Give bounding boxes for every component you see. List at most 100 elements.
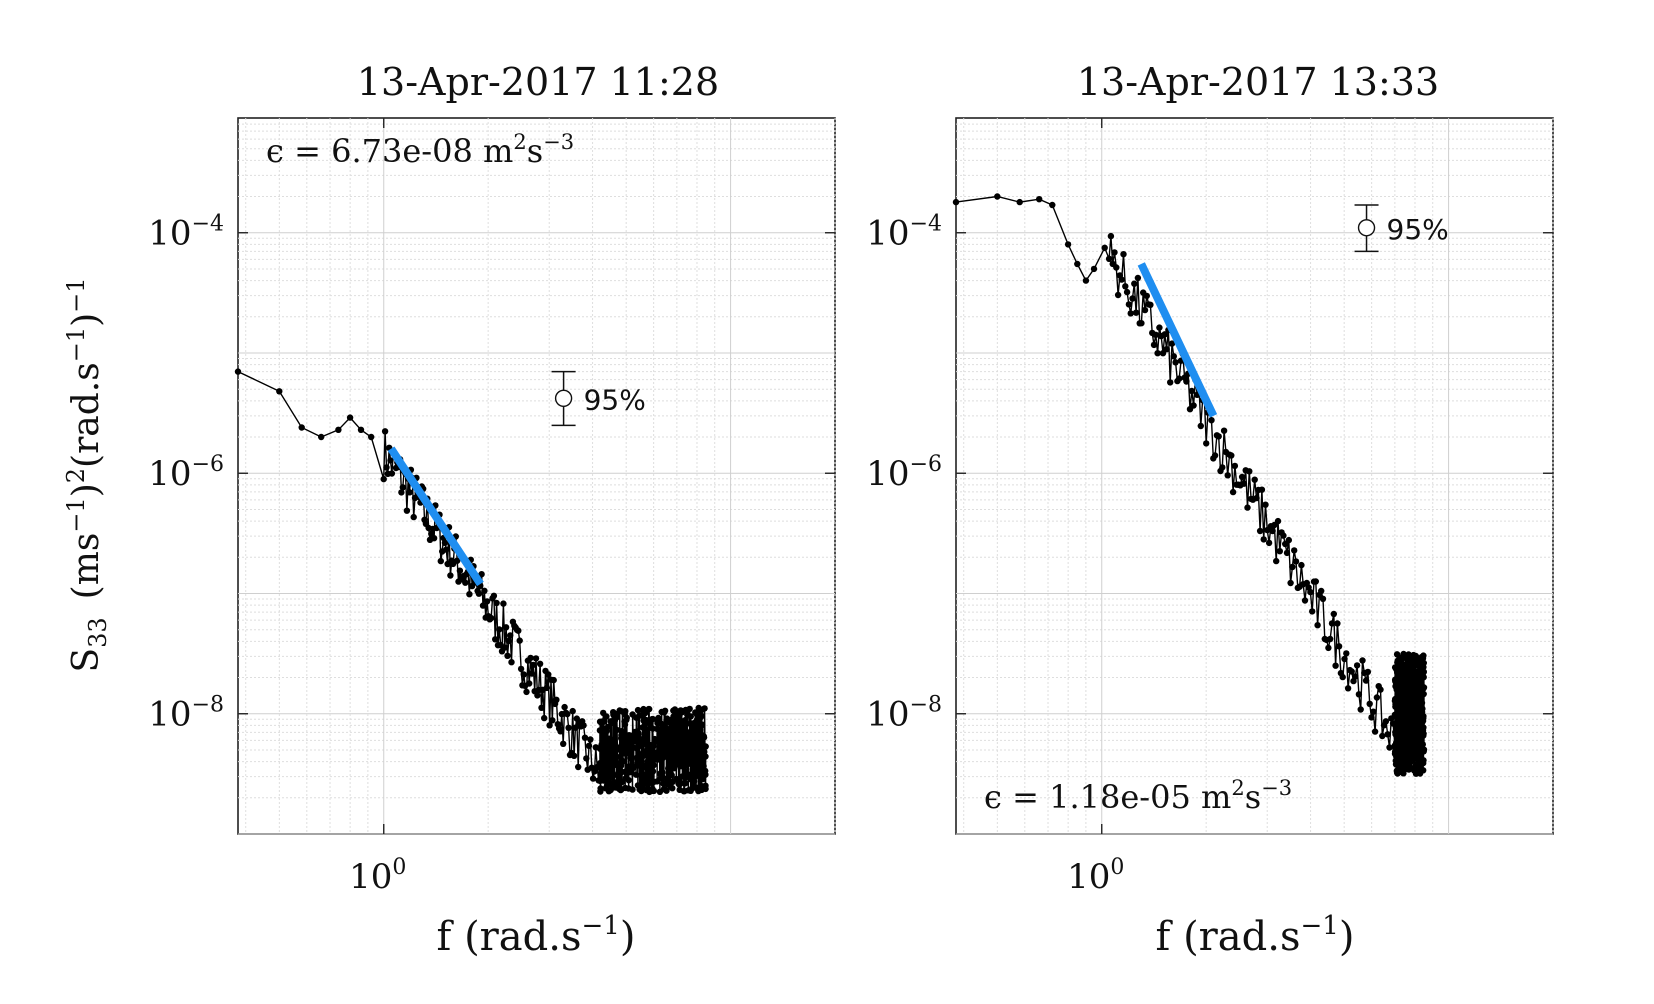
panel-2-x-axis-label: f (rad.s−1) [1156,911,1355,960]
panel-2-spectrum-point [1141,306,1149,314]
panel-1-spectrum-point [528,670,536,677]
panel-2-spectrum-point [1114,291,1122,299]
panel-2-spectrum-point [1292,558,1300,565]
panel-1-spectrum-point [437,557,444,565]
panel-1-x-axis-label: f (rad.s−1) [437,911,636,960]
panel-1-y-tick-label: 10−4 [148,212,224,254]
panel-2-spectrum-point [1203,440,1210,447]
panel-1-spectrum-point [702,743,709,750]
y-axis-label-rest2: ) [66,483,107,497]
y-axis-label: S33(ms−1)2(rad.s−1)−1 [62,277,112,672]
panel-2-spectrum-point [1105,255,1113,262]
panel-2-ticks: 10−4 10−6 10−8 100 [866,118,1553,897]
panel-2-spectrum-point [1269,527,1276,535]
panel-2-spectrum-point [1253,494,1260,502]
panel-1-spectrum-point [560,740,567,747]
panel-2-spectrum-point [1403,715,1410,722]
panel-2-spectrum-point [1348,668,1355,675]
panel-2-spectrum-point [1373,694,1381,701]
panel-2-spectrum-point [1251,476,1258,483]
panel-1-spectrum-point [430,535,438,542]
panel-2-spectrum-point [1122,283,1129,290]
panel-1-spectrum-point [635,730,642,737]
panel-2-spectrum-point [1190,402,1197,409]
panel-1-spectrum-point [580,722,587,729]
panel-1-spectrum-point [462,579,469,586]
panel-2-spectrum-point [1123,288,1131,296]
panel-2-spectrum-point [1419,705,1426,712]
panel-1-spectrum-point [575,763,582,771]
y-axis-label-exp4: −1 [62,277,90,312]
panel-2-spectrum-point [1420,713,1427,720]
panel-1-spectrum-point [492,636,499,643]
panel-2-y-tick-label: 10−6 [866,452,942,494]
panel-2-spectrum-point [1113,264,1120,271]
panel-1-spectrum-point [667,744,674,752]
y-axis-label-exp1: −1 [62,497,90,532]
panel-2-spectrum-point [1339,673,1346,681]
panel-1-spectrum-point [698,721,706,728]
panel-2-spectrum-point [1419,741,1427,748]
panel-2-spectrum-point [1265,539,1273,547]
panel-1-spectrum-point [500,600,507,607]
panel-1-spectrum-point [549,717,556,724]
panel-2-spectrum-point [1335,643,1343,650]
panel-2-spectrum-point [1262,501,1269,508]
panel-1-spectrum-point [673,753,681,760]
panel-1-spectrum-point [661,707,669,714]
panel-2-spectrum-point [1134,274,1142,282]
panel-2-spectrum-point [1258,486,1266,493]
panel-2-spectrum-point [1238,473,1246,481]
panel-2-spectrum-point [1127,310,1134,317]
panel-1-spectrum-point [678,762,685,769]
panel-2-spectrum-point [1287,579,1294,587]
panel-1-spectrum-point [597,785,604,792]
panel-1-spectrum-point [502,624,510,631]
panel-2-spectrum-point [994,193,1001,200]
panel-2-spectrum-point [1353,662,1361,669]
panel-1-spectrum-point [493,599,500,607]
panel-1-spectrum-point [550,676,557,684]
panel-2-spectrum-point [1307,588,1314,596]
panel-1-spectrum-point [583,755,590,762]
panel-2-spectrum-point [1384,731,1391,738]
panel-1-spectrum-point [515,627,522,634]
panel-2-spectrum-point [1355,691,1363,698]
panel-1-spectrum-point [557,728,564,735]
panel-1-spectrum-point [702,753,709,760]
panel-2-spectrum-point [1327,635,1334,643]
panel-2-x-tick-label: 100 [1067,855,1124,897]
panel-2-spectrum-point [1211,452,1219,459]
panel-2-spectrum-point [1332,662,1339,669]
panel-1-spectrum-point [682,780,689,787]
panel-1-spectrum-point [622,708,629,715]
panel-1-spectrum-point [443,546,450,553]
panel-1-spectrum-point [596,727,604,734]
panel-1-spectrum-point [644,726,651,733]
panel-1-spectrum-point [516,637,523,644]
panel-2-spectrum-point [1400,770,1407,777]
panel-1-spectrum-point [570,752,578,759]
panel-1-spectrum-point [508,659,515,666]
y-axis-label-main: S [66,648,107,673]
panel-1-spectrum-point [527,654,534,662]
panel-1-spectrum-point [649,768,657,775]
panel-1-y-tick-label: 10−8 [148,693,224,735]
panel-1-spectrum-point [441,539,449,546]
svg-text:S33(ms−1)2(rad.s−1)−1: S33(ms−1)2(rad.s−1)−1 [62,277,112,672]
panel-2-spectrum-point [1197,422,1205,430]
panel-2-spectrum-point [1260,536,1267,543]
panel-1-spectrum-point [585,742,593,749]
panel-1-spectrum-point [587,736,594,743]
panel-1-spectrum-point [609,771,616,779]
panel-2-spectrum-point [1334,620,1341,627]
panel-1-spectrum-point [447,572,454,579]
panel-1-spectrum-point [553,696,560,703]
panel-1-spectrum-point [368,433,375,441]
panel-2-spectrum-point [1377,686,1384,693]
panel-1-spectrum-point [564,710,571,718]
panel-1-axes-box [237,117,836,835]
panel-1-spectrum-point [383,464,390,471]
panel-1-spectrum-point [410,513,417,521]
panel-1-spectrum-point [545,671,552,678]
